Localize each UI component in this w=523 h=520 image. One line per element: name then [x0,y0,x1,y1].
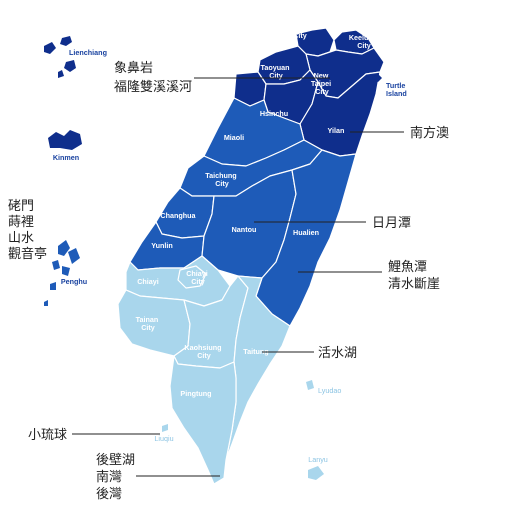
lanyu-island[interactable] [308,466,324,480]
annotation-elephant-trunk: 象鼻岩 福隆雙溪溪河 [114,60,192,95]
region-chiayi-city[interactable] [177,265,207,289]
annotation-living-water-lake: 活水湖 [318,346,357,361]
label-new-taipei: New Taipei City [311,71,333,96]
label-lanyu: Lanyu [308,455,328,464]
annotation-penghu-sites: 硓門 蒔裡 山水 觀音亭 [8,198,47,262]
label-taoyuan: Taoyuan City [260,63,291,80]
label-taitung: Taitung [243,347,268,356]
label-kinmen: Kinmen [53,153,79,162]
annotation-carp-lake: 鯉魚潭 清水斷崖 [388,260,440,292]
label-yunlin: Yunlin [151,241,173,250]
label-penghu: Penghu [61,277,87,286]
label-hualien: Hualien [293,228,319,237]
label-taipei: Taipei City [289,23,311,40]
annotation-south-sites: 後壁湖 南灣 後灣 [96,453,139,502]
label-chiayi-city: Chiayi City [186,269,210,286]
label-lyudao: Lyudao [318,386,341,395]
region-hualien[interactable] [255,149,357,327]
region-taitung[interactable] [225,275,291,461]
label-taichung: Taichung City [205,171,238,188]
lienchiang-islands[interactable] [44,36,76,78]
label-pingtung: Pingtung [180,389,211,398]
label-chiayi: Chiayi [137,277,159,286]
label-nantou: Nantou [232,225,257,234]
kinmen-islands[interactable] [48,130,82,150]
label-turtle-island: Turtle Island [386,81,407,98]
label-miaoli: Miaoli [224,133,244,142]
label-changhua: Changhua [160,211,196,220]
turtle-island[interactable] [372,74,382,82]
annotation-nanfangao: 南方澳 [410,125,449,141]
label-kaohsiung: Kaohsiung City [184,343,223,360]
label-liuqiu: Liuqiu [154,434,173,443]
label-tainan: Tainan City [136,315,161,332]
penghu-islands[interactable] [44,240,80,306]
label-hsinchu: Hsinchu [260,109,288,118]
label-hsinchu-city: Hsinchu City [207,85,237,102]
label-keelung: Keelung City [349,33,379,50]
label-lienchiang: Lienchiang [69,48,107,57]
annotation-sun-moon-lake: 日月潭 [372,216,411,231]
lyudao-island[interactable] [306,380,314,390]
annotation-xiaoliuqiu: 小琉球 [28,428,67,443]
liuqiu-island[interactable] [162,424,168,432]
region-pingtung[interactable] [169,355,237,485]
label-yilan: Yilan [328,126,345,135]
